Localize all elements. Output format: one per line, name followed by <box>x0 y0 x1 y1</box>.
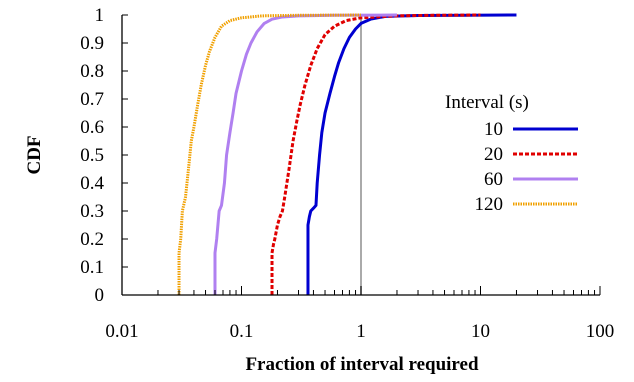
x-tick-label: 10 <box>471 321 490 342</box>
series-line-120 <box>177 13 362 295</box>
y-tick-label: 0.8 <box>80 61 104 82</box>
legend-label-60: 60 <box>484 169 503 190</box>
y-tick-label: 0.4 <box>80 173 104 194</box>
x-tick-label: 1 <box>356 321 366 342</box>
legend-label-120: 120 <box>475 194 504 215</box>
x-axis-title: Fraction of interval required <box>245 354 478 375</box>
y-tick-label: 0.6 <box>80 117 104 138</box>
series-layer <box>177 13 517 295</box>
y-tick-label: 0 <box>95 285 105 306</box>
legend: Interval (s) 10 20 60 120 <box>445 92 578 215</box>
y-tick-label: 0.9 <box>80 33 104 54</box>
y-tick-label: 0.2 <box>80 229 104 250</box>
series-line-60 <box>213 13 397 295</box>
ticks: 0 0.1 0.2 0.3 0.4 0.5 0.6 0.7 0.8 0.9 1 0.01 0.1 1 10 1… <box>80 5 614 342</box>
x-tick-label: 0.1 <box>230 321 254 342</box>
legend-label-20: 20 <box>484 144 503 165</box>
y-tick-label: 0.3 <box>80 201 104 222</box>
legend-label-10: 10 <box>484 119 503 140</box>
series-line-20 <box>270 13 481 295</box>
x-tick-label: 100 <box>586 321 615 342</box>
y-tick-label: 1 <box>95 5 105 26</box>
y-tick-label: 0.5 <box>80 145 104 166</box>
y-axis-title: CDF <box>24 135 45 174</box>
legend-title: Interval (s) <box>445 92 529 113</box>
x-tick-label: 0.01 <box>105 321 138 342</box>
y-tick-label: 0.7 <box>80 89 104 110</box>
y-tick-label: 0.1 <box>80 257 104 278</box>
